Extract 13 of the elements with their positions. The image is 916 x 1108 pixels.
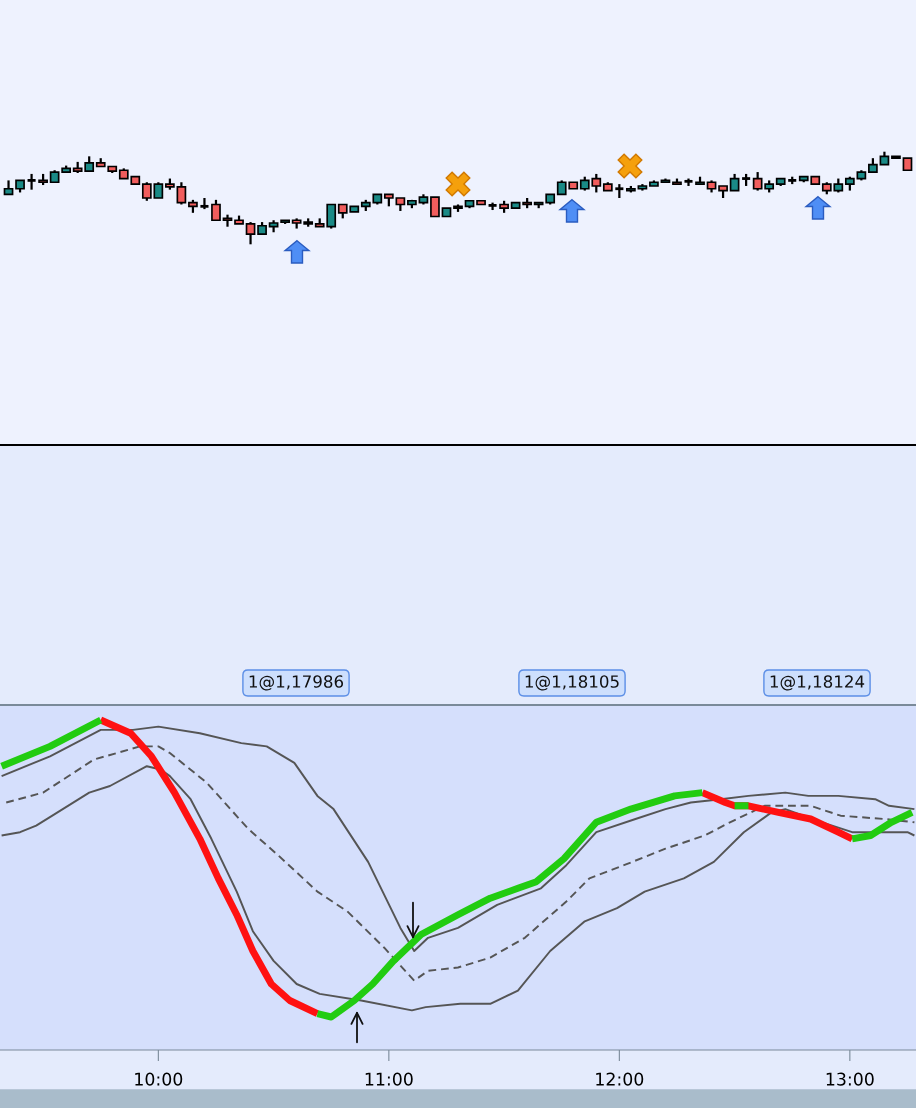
candlestick bbox=[176, 181, 187, 206]
candlestick bbox=[211, 198, 221, 222]
text: 1@1,17986 bbox=[249, 675, 344, 691]
x-tick-label: 13:00 bbox=[826, 1072, 874, 1086]
x-tick-label: 10:00 bbox=[135, 1072, 183, 1086]
text: 1@1,18105 bbox=[525, 675, 619, 691]
candlestick bbox=[245, 220, 256, 246]
candlestick bbox=[26, 172, 37, 191]
candlestick bbox=[430, 196, 440, 218]
x-tick-label: 11:00 bbox=[365, 1072, 413, 1086]
text: 1@1,18124 bbox=[770, 675, 865, 691]
x-tick-label: 12:00 bbox=[596, 1072, 644, 1086]
candlestick bbox=[199, 196, 210, 211]
